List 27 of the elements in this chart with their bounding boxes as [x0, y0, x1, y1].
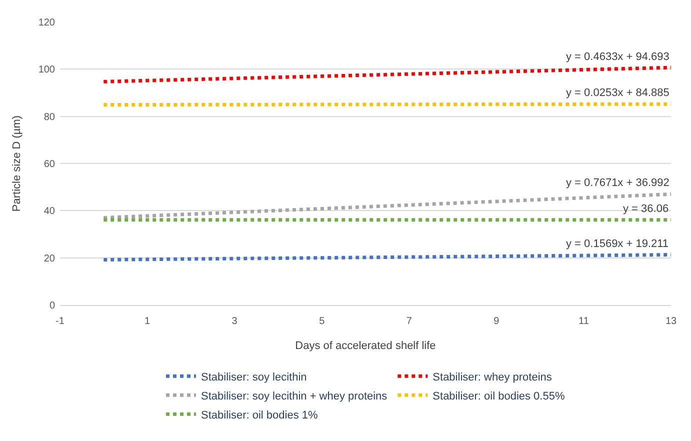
x-tick-label: -1	[56, 316, 65, 327]
y-axis-title: Particle size D (µm)	[10, 115, 23, 212]
x-tick-label: 11	[578, 316, 590, 327]
x-tick-label: 7	[406, 316, 412, 327]
x-axis-title: Days of accelerated shelf life	[295, 340, 436, 352]
legend-label: Stabiliser: oil bodies 0.55%	[432, 390, 565, 402]
y-tick-label: 40	[44, 206, 56, 218]
y-tick-label: 80	[44, 112, 56, 123]
x-tick-label: 3	[232, 316, 238, 327]
y-tick-label: 120	[38, 18, 56, 28]
annotation: y = 0.1569x + 19.211	[566, 238, 669, 250]
annotation: y = 36.06	[623, 203, 669, 215]
x-tick-label: 9	[494, 316, 500, 327]
y-tick-label: 20	[44, 253, 56, 264]
x-tick-label: 5	[319, 316, 326, 327]
y-tick-label: 0	[49, 300, 56, 312]
legend-label: Stabiliser: soy lecithin + whey proteins	[201, 390, 388, 402]
annotation: y = 0.0253x + 84.885	[566, 87, 670, 99]
annotation: y = 0.7671x + 36.992	[566, 177, 670, 189]
x-tick-label: 13	[665, 316, 677, 327]
y-tick-label: 100	[38, 64, 56, 76]
legend-label: Stabiliser: oil bodies 1%	[201, 409, 318, 422]
legend-label: Stabiliser: whey proteins	[432, 371, 552, 384]
legend-label: Stabiliser: soy lecithin	[201, 371, 307, 384]
annotation: y = 0.4633x + 94.693	[566, 51, 670, 63]
x-tick-label: 1	[144, 316, 151, 327]
y-tick-label: 60	[44, 159, 56, 170]
